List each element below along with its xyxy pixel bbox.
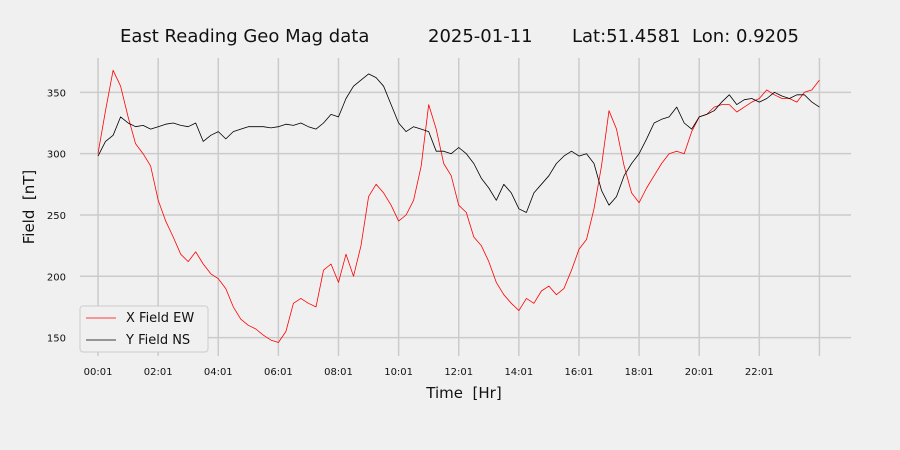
x-tick-labels: 00:01 02:01 04:01 06:01 08:01 10:01 12:01 14:01… [84,367,774,378]
x-gridlines [97,58,821,356]
legend-label-y-field: Y Field NS [125,333,190,348]
x-tick-label: 04:01 [204,367,233,378]
y-tick-label: 300 [47,150,66,161]
y-tick-label: 250 [47,211,66,222]
legend: X Field EW Y Field NS [79,305,209,353]
x-tick-label: 20:01 [685,367,714,378]
x-tick-label: 14:01 [504,367,533,378]
x-tick-label: 22:01 [745,367,774,378]
chart-location: Lat:51.4581 Lon: 0.9205 [572,26,799,47]
x-tick-label: 00:01 [84,367,113,378]
x-tick-label: 18:01 [625,367,654,378]
y-tick-label: 200 [47,272,66,283]
legend-box [79,305,209,353]
x-tick-label: 16:01 [565,367,594,378]
legend-label-x-field: X Field EW [126,311,194,326]
y-tick-label: 150 [47,334,66,345]
y-tick-labels: 150 200 250 300 350 [47,88,66,344]
x-axis-label: Time [Hr] [425,384,501,402]
y-axis-label: Field [nT] [20,170,38,245]
x-tick-label: 02:01 [144,367,173,378]
chart-date: 2025-01-11 [428,26,533,47]
chart-title: East Reading Geo Mag data [120,26,369,47]
y-tick-label: 350 [47,88,66,99]
series-layer [97,69,820,343]
x-tick-label: 10:01 [384,367,413,378]
x-tick-label: 12:01 [444,367,473,378]
series-line-y-field-ns [97,73,820,213]
x-tick-label: 06:01 [264,367,293,378]
x-tick-label: 08:01 [324,367,353,378]
